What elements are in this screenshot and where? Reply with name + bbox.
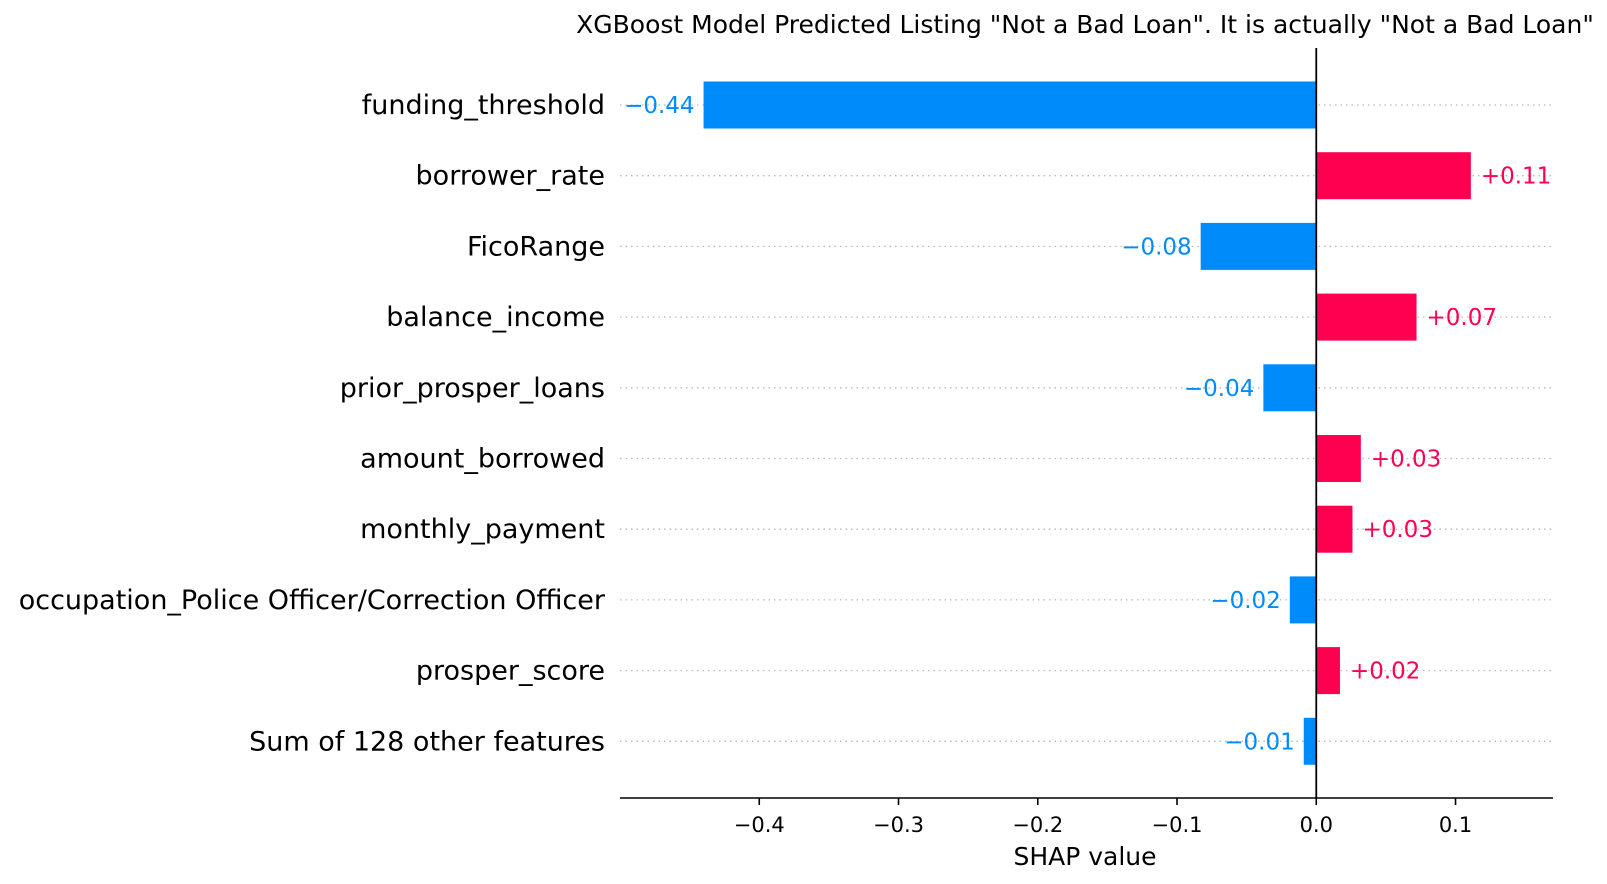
feature-label: borrower_rate	[416, 161, 605, 192]
shap-bar	[1303, 717, 1317, 765]
x-axis-label: SHAP value	[1013, 842, 1156, 871]
shap-bar	[703, 81, 1317, 129]
x-tick-label: −0.3	[873, 813, 924, 837]
bar-value-label: +0.07	[1427, 305, 1497, 331]
chart-title: XGBoost Model Predicted Listing "Not a B…	[576, 10, 1594, 39]
x-tick-label: 0.0	[1300, 813, 1333, 837]
x-axis: −0.4 −0.3 −0.2 −0.1 0.0 0.1	[620, 797, 1553, 837]
x-tick-label: −0.4	[734, 813, 785, 837]
feature-label: funding_threshold	[362, 90, 605, 121]
shap-bar	[1289, 576, 1317, 624]
bar-value-label: −0.02	[1210, 588, 1280, 614]
shap-bar	[1316, 647, 1340, 695]
x-tick-label: −0.1	[1152, 813, 1203, 837]
x-tick-label: 0.1	[1439, 813, 1472, 837]
feature-label: prior_prosper_loans	[340, 373, 605, 404]
feature-label: FicoRange	[467, 231, 605, 262]
feature-label: balance_income	[386, 302, 605, 333]
bar-value-label: +0.03	[1362, 517, 1432, 543]
shap-bar	[1200, 222, 1317, 270]
bar-value-label: +0.03	[1371, 447, 1441, 473]
feature-label: Sum of 128 other features	[249, 726, 605, 757]
feature-label: occupation_Police Officer/Correction Off…	[19, 585, 606, 616]
bar-value-label: −0.01	[1224, 729, 1294, 755]
value-labels: −0.44 +0.11 −0.08 +0.07 −0.04 +0.03 +0.03 −0.02…	[624, 93, 1551, 755]
shap-bar	[1316, 505, 1353, 553]
bar-value-label: −0.04	[1184, 376, 1254, 402]
bar-value-label: +0.11	[1481, 164, 1551, 190]
bar-value-label: +0.02	[1350, 659, 1420, 685]
shap-bar	[1316, 293, 1417, 341]
gridlines	[620, 104, 1553, 742]
feature-label: monthly_payment	[360, 514, 605, 545]
feature-label: amount_borrowed	[360, 444, 605, 475]
bar-value-label: −0.44	[624, 93, 694, 119]
shap-bar	[1316, 152, 1471, 200]
bar-value-label: −0.08	[1121, 234, 1191, 260]
shap-bar	[1263, 364, 1317, 412]
x-tick-label: −0.2	[1012, 813, 1063, 837]
shap-bar	[1316, 435, 1361, 482]
feature-labels: funding_threshold borrower_rate FicoRange b…	[19, 90, 606, 757]
bars	[703, 81, 1471, 765]
feature-label: prosper_score	[416, 656, 605, 687]
